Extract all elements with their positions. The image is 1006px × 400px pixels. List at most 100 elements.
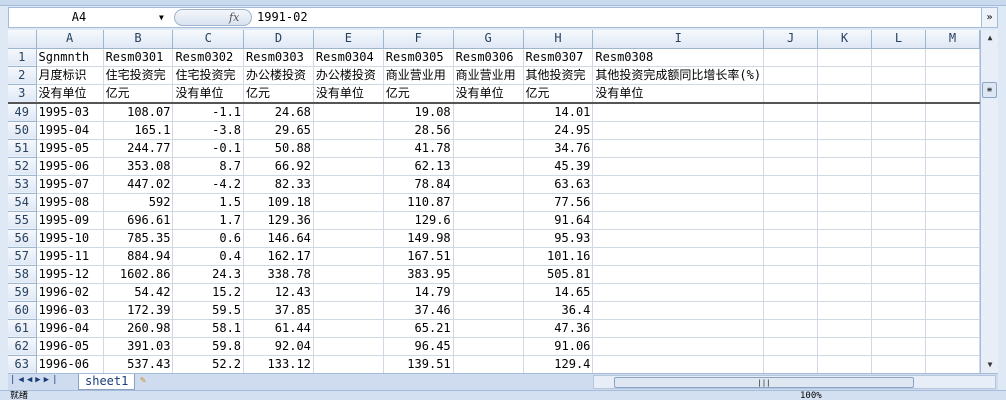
cell-F56[interactable]: 149.98 (383, 229, 454, 248)
cell-L49[interactable] (871, 102, 926, 122)
cell-A50[interactable]: 1995-04 (36, 121, 104, 140)
cell-A55[interactable]: 1995-09 (36, 211, 104, 230)
cell-D51[interactable]: 50.88 (243, 139, 314, 158)
cell-K63[interactable] (817, 355, 872, 373)
cell-I3[interactable]: 没有单位 (592, 84, 765, 104)
cell-M60[interactable] (925, 301, 980, 320)
cell-K58[interactable] (817, 265, 872, 284)
scroll-up-icon[interactable]: ▲ (987, 33, 993, 42)
cell-C58[interactable]: 24.3 (172, 265, 245, 284)
cell-C57[interactable]: 0.4 (172, 247, 245, 266)
cell-F55[interactable]: 129.6 (383, 211, 454, 230)
cell-C62[interactable]: 59.8 (172, 337, 245, 356)
cell-B62[interactable]: 391.03 (103, 337, 174, 356)
cell-K3[interactable] (817, 84, 872, 104)
cell-F62[interactable]: 96.45 (383, 337, 454, 356)
cell-D54[interactable]: 109.18 (243, 193, 314, 212)
cell-H60[interactable]: 36.4 (523, 301, 594, 320)
formula-bar-splitter[interactable] (174, 9, 252, 26)
cell-J59[interactable] (763, 283, 819, 302)
column-header-J[interactable]: J (763, 30, 819, 49)
cell-B2[interactable]: 住宅投资完 (103, 66, 174, 85)
cell-A1[interactable]: Sgnmnth (36, 48, 104, 67)
cell-H49[interactable]: 14.01 (523, 102, 594, 122)
cell-G57[interactable] (453, 247, 524, 266)
row-header[interactable]: 60 (8, 301, 37, 320)
cell-M1[interactable] (925, 48, 980, 67)
vertical-scrollbar[interactable]: ▲ ≡ ▼ (980, 30, 998, 373)
cell-M2[interactable] (925, 66, 980, 85)
scroll-down-icon[interactable]: ▼ (987, 360, 993, 369)
cell-C59[interactable]: 15.2 (172, 283, 245, 302)
cell-B54[interactable]: 592 (103, 193, 174, 212)
cell-K51[interactable] (817, 139, 872, 158)
cell-K1[interactable] (817, 48, 872, 67)
cell-F60[interactable]: 37.46 (383, 301, 454, 320)
cell-E50[interactable] (313, 121, 384, 140)
cell-F51[interactable]: 41.78 (383, 139, 454, 158)
cell-I58[interactable] (592, 265, 765, 284)
cell-D1[interactable]: Resm0303 (243, 48, 314, 67)
cell-H50[interactable]: 24.95 (523, 121, 594, 140)
cell-L53[interactable] (871, 175, 926, 194)
cell-L51[interactable] (871, 139, 926, 158)
cell-E55[interactable] (313, 211, 384, 230)
cell-G59[interactable] (453, 283, 524, 302)
cell-D61[interactable]: 61.44 (243, 319, 314, 338)
horizontal-scrollbar[interactable]: ||| (593, 375, 996, 389)
cell-A3[interactable]: 没有单位 (36, 84, 104, 104)
cell-M49[interactable] (925, 102, 980, 122)
cell-J56[interactable] (763, 229, 819, 248)
cell-M53[interactable] (925, 175, 980, 194)
cell-F54[interactable]: 110.87 (383, 193, 454, 212)
cell-F52[interactable]: 62.13 (383, 157, 454, 176)
cell-J2[interactable] (763, 66, 819, 85)
cell-I1[interactable]: Resm0308 (592, 48, 765, 67)
cell-B58[interactable]: 1602.86 (103, 265, 174, 284)
cell-G51[interactable] (453, 139, 524, 158)
row-header[interactable]: 50 (8, 121, 37, 140)
cell-C56[interactable]: 0.6 (172, 229, 245, 248)
column-header-E[interactable]: E (313, 30, 384, 49)
cell-E2[interactable]: 办公楼投资 (313, 66, 384, 85)
cell-I52[interactable] (592, 157, 765, 176)
cell-M50[interactable] (925, 121, 980, 140)
cell-J1[interactable] (763, 48, 819, 67)
cell-D57[interactable]: 162.17 (243, 247, 314, 266)
cell-H56[interactable]: 95.93 (523, 229, 594, 248)
cell-H57[interactable]: 101.16 (523, 247, 594, 266)
cell-L52[interactable] (871, 157, 926, 176)
cell-I53[interactable] (592, 175, 765, 194)
cell-M54[interactable] (925, 193, 980, 212)
cell-C50[interactable]: -3.8 (172, 121, 245, 140)
row-header[interactable]: 52 (8, 157, 37, 176)
cell-C49[interactable]: -1.1 (172, 102, 245, 122)
cell-E60[interactable] (313, 301, 384, 320)
cell-B59[interactable]: 54.42 (103, 283, 174, 302)
row-header[interactable]: 49 (8, 102, 37, 122)
cell-E49[interactable] (313, 102, 384, 122)
formula-input[interactable]: 1991-02 (257, 10, 308, 24)
cell-I59[interactable] (592, 283, 765, 302)
cell-L55[interactable] (871, 211, 926, 230)
cell-H52[interactable]: 45.39 (523, 157, 594, 176)
cell-L61[interactable] (871, 319, 926, 338)
cell-L57[interactable] (871, 247, 926, 266)
scroll-thumb[interactable]: ||| (614, 377, 914, 388)
cell-I50[interactable] (592, 121, 765, 140)
cell-I61[interactable] (592, 319, 765, 338)
cell-C55[interactable]: 1.7 (172, 211, 245, 230)
cell-D62[interactable]: 92.04 (243, 337, 314, 356)
cell-C1[interactable]: Resm0302 (172, 48, 245, 67)
cell-L54[interactable] (871, 193, 926, 212)
cell-G61[interactable] (453, 319, 524, 338)
cell-G1[interactable]: Resm0306 (453, 48, 524, 67)
cell-I60[interactable] (592, 301, 765, 320)
cell-C51[interactable]: -0.1 (172, 139, 245, 158)
cell-I62[interactable] (592, 337, 765, 356)
sheet-tab[interactable]: sheet1 (78, 374, 136, 390)
cell-M63[interactable] (925, 355, 980, 373)
cell-G52[interactable] (453, 157, 524, 176)
row-header[interactable]: 59 (8, 283, 37, 302)
